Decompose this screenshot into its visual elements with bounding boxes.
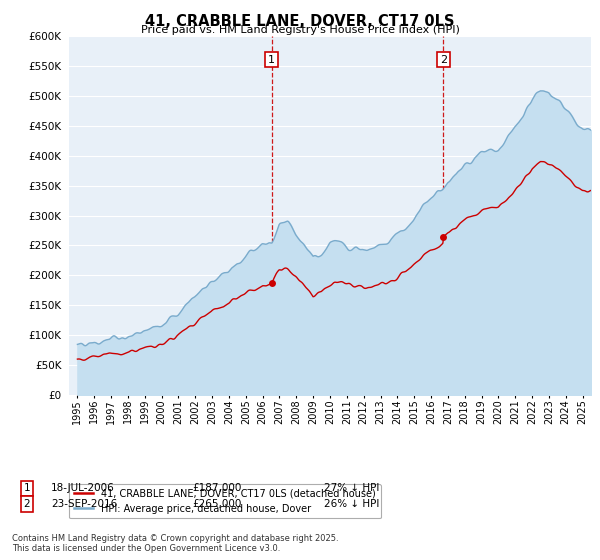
Text: 18-JUL-2006: 18-JUL-2006: [51, 483, 115, 493]
Text: 26% ↓ HPI: 26% ↓ HPI: [324, 499, 379, 509]
Text: Contains HM Land Registry data © Crown copyright and database right 2025.
This d: Contains HM Land Registry data © Crown c…: [12, 534, 338, 553]
Text: 2: 2: [440, 55, 447, 65]
Text: 2: 2: [23, 499, 31, 509]
Legend: 41, CRABBLE LANE, DOVER, CT17 0LS (detached house), HPI: Average price, detached: 41, CRABBLE LANE, DOVER, CT17 0LS (detac…: [69, 484, 380, 519]
Text: 1: 1: [23, 483, 31, 493]
Text: 23-SEP-2016: 23-SEP-2016: [51, 499, 117, 509]
Text: 41, CRABBLE LANE, DOVER, CT17 0LS: 41, CRABBLE LANE, DOVER, CT17 0LS: [145, 14, 455, 29]
Text: 27% ↓ HPI: 27% ↓ HPI: [324, 483, 379, 493]
Text: Price paid vs. HM Land Registry's House Price Index (HPI): Price paid vs. HM Land Registry's House …: [140, 25, 460, 35]
Text: £265,000: £265,000: [192, 499, 241, 509]
Text: £187,000: £187,000: [192, 483, 241, 493]
Text: 1: 1: [268, 55, 275, 65]
